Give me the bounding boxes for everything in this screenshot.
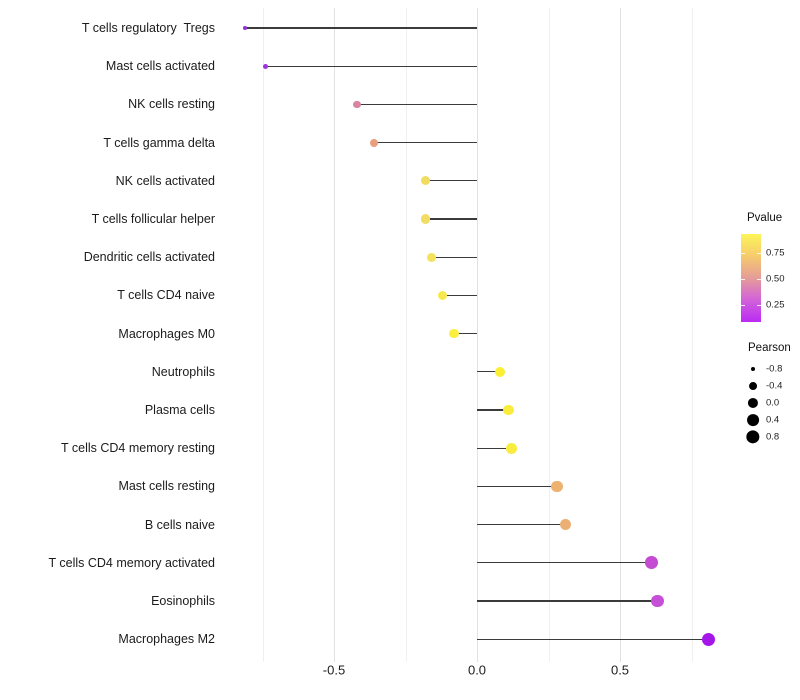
y-axis-category-label: T cells CD4 naive (117, 288, 215, 303)
lollipop-stem (425, 180, 477, 182)
lollipop-stem (356, 103, 477, 106)
pearson-size-label: -0.4 (766, 380, 783, 392)
lollipop-dot (437, 290, 448, 301)
x-axis-tick-label: 0.0 (467, 662, 487, 678)
y-axis-category-label: NK cells resting (128, 97, 215, 112)
lollipop-stem (477, 447, 512, 449)
y-axis-category-label: Mast cells resting (118, 479, 215, 494)
lollipop-stem (431, 256, 477, 258)
lollipop-stem (454, 332, 477, 335)
lollipop-dot (426, 252, 436, 262)
gridline-minor (262, 8, 264, 662)
pvalue-bar-tickmark (741, 278, 745, 280)
lollipop-stem (425, 218, 477, 220)
pvalue-bar-tickmark (757, 253, 761, 255)
lollipop-stem (442, 294, 477, 297)
y-axis-category-label: Neutrophils (151, 364, 215, 379)
y-axis-category-label: T cells follicular helper (91, 212, 215, 226)
gridline-major (334, 8, 335, 662)
pearson-size-dot (747, 397, 759, 409)
y-axis-category-label: Plasma cells (144, 403, 215, 417)
lollipop-stem (245, 27, 477, 29)
lollipop-dot (352, 100, 361, 109)
gridline-major (620, 8, 621, 662)
lollipop-dot (262, 63, 268, 69)
lollipop-stem (477, 409, 509, 411)
lollipop-stem (374, 141, 477, 144)
lollipop-dot (650, 594, 664, 608)
pearson-size-label: 0.0 (766, 397, 780, 409)
pvalue-gradient-bar (741, 234, 761, 322)
pearson-size-dot (751, 367, 755, 371)
gridline-minor (548, 8, 550, 662)
lollipop-stem (477, 371, 500, 373)
pearson-size-dot (747, 414, 759, 426)
pvalue-tick-label: 0.25 (766, 299, 785, 311)
pearson-size-label: 0.8 (766, 431, 780, 443)
pvalue-bar-tickmark (741, 305, 745, 307)
y-axis-category-label: NK cells activated (115, 173, 215, 188)
x-axis-tick-label: -0.5 (322, 662, 346, 678)
lollipop-stem (477, 523, 566, 526)
y-axis-category-label: Eosinophils (151, 594, 215, 608)
lollipop-stem (265, 65, 477, 67)
pearson-size-dot (749, 382, 757, 390)
lollipop-dot (551, 480, 563, 493)
pvalue-bar-tickmark (741, 253, 745, 255)
lollipop-dot (645, 556, 658, 570)
y-axis-category-label: Macrophages M2 (118, 632, 215, 647)
y-axis-category-label: T cells regulatory Tregs (81, 21, 215, 35)
lollipop-dot (420, 176, 431, 186)
pearson-size-label: 0.4 (766, 414, 780, 426)
y-axis-category-label: B cells naive (144, 517, 215, 532)
pvalue-bar-tickmark (757, 305, 761, 307)
pvalue-tick-label: 0.75 (766, 247, 785, 259)
pvalue-bar-tickmark (757, 278, 761, 280)
lollipop-dot (420, 214, 431, 224)
pearson-legend-title: Pearson (748, 342, 791, 354)
gridline-minor (691, 8, 693, 662)
gridline-major (477, 8, 478, 662)
pearson-size-label: -0.8 (766, 363, 783, 375)
x-axis-tick-label: 0.5 (610, 662, 630, 678)
y-axis-category-label: Macrophages M0 (118, 326, 215, 341)
y-axis-category-label: Dendritic cells activated (83, 250, 215, 265)
lollipop-stem (477, 638, 709, 640)
lollipop-dot (243, 26, 248, 30)
y-axis-category-label: T cells CD4 memory resting (61, 441, 215, 456)
lollipop-dot (449, 328, 459, 339)
y-axis-category-label: T cells gamma delta (103, 135, 215, 150)
y-axis-category-label: Mast cells activated (105, 59, 215, 74)
lollipop-dot (559, 518, 572, 531)
lollipop-dot (503, 404, 514, 416)
pvalue-legend-title: Pvalue (747, 212, 783, 224)
gridline-minor (405, 8, 407, 662)
lollipop-dot (505, 442, 517, 454)
y-axis-category-label: T cells CD4 memory activated (48, 555, 216, 570)
lollipop-stem (477, 600, 658, 602)
pearson-size-dot (746, 430, 760, 444)
lollipop-stem (477, 485, 558, 488)
lollipop-dot (369, 138, 379, 147)
lollipop-dot (701, 632, 716, 646)
lollipop-stem (477, 562, 652, 564)
lollipop-dot (494, 366, 506, 378)
pvalue-tick-label: 0.50 (766, 273, 785, 285)
